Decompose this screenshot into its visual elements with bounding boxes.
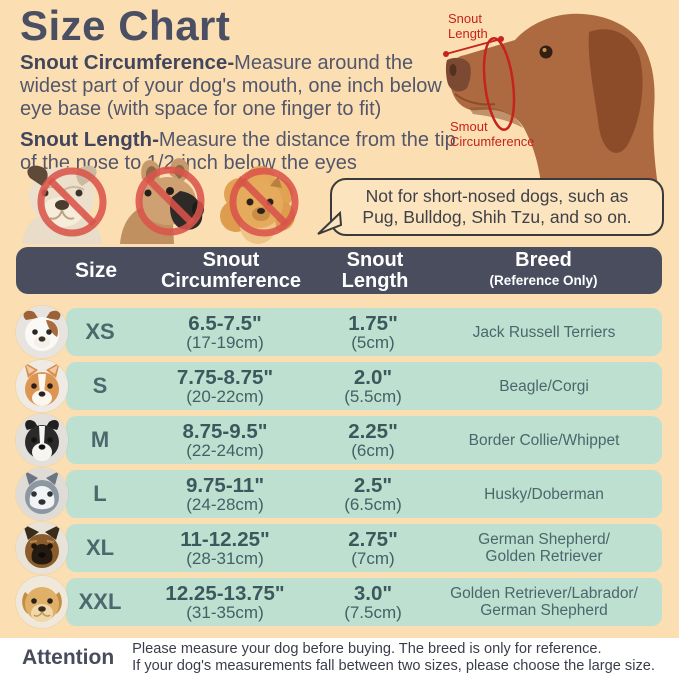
breed-names: German Shepherd/ Golden Retriever (478, 531, 610, 565)
breed-names: Jack Russell Terriers (472, 323, 616, 341)
length-cm: (6cm) (351, 440, 395, 460)
length-inches: 2.75" (348, 527, 398, 551)
table-row-s: S 7.75-8.75" (20-22cm) 2.0" (5.5cm) Beagle… (66, 362, 662, 410)
warning-line2: Pug, Bulldog, Shih Tzu, and so on. (362, 207, 632, 227)
snout-circumference-marker (482, 37, 516, 131)
size-label: M (90, 427, 110, 452)
header-size: Size (74, 258, 118, 282)
intro-block: Size Chart Snout Circumference-Measure a… (20, 2, 458, 175)
warning-bubble: Not for short-nosed dogs, such as Pug, B… (317, 178, 664, 236)
circumference-cm: (31-35cm) (186, 602, 264, 622)
header-snout-circumference: Snout Circumference (160, 248, 302, 292)
prohibited-icon (229, 167, 299, 237)
bubble-tail (317, 210, 342, 235)
circumference-cm: (22-24cm) (186, 440, 264, 460)
header-breed-note: (Reference Only) (489, 273, 598, 288)
size-label: XL (85, 535, 115, 560)
length-inches: 2.0" (353, 365, 393, 389)
breed-names: Border Collie/Whippet (468, 431, 620, 449)
dog-photo-corgi (16, 360, 68, 412)
length-inches: 1.75" (348, 311, 398, 335)
length-cm: (7cm) (351, 548, 395, 568)
circumference-cm: (28-31cm) (186, 548, 264, 568)
snout-length-label: Snout Length (448, 11, 488, 41)
table-header: Size Snout Circumference Snout Length Br… (16, 247, 662, 294)
circumference-inches: 7.75-8.75" (176, 365, 274, 389)
length-cm: (5cm) (351, 332, 395, 352)
instruction-circumference-term: Snout Circumference- (20, 51, 235, 75)
page-title: Size Chart (20, 2, 231, 49)
dog-photo-border-collie (16, 414, 68, 466)
dog-photo-pomeranian (214, 160, 304, 244)
warning-line1: Not for short-nosed dogs, such as (365, 186, 629, 206)
snout-circumference-label: Smout Circumference (450, 119, 535, 149)
instruction-length: Snout Length-Measure the distance from t… (20, 128, 458, 175)
prohibited-icon (135, 166, 205, 236)
header-snout-length: Snout Length (341, 248, 409, 292)
dog-photo-german-shepherd (16, 522, 68, 574)
prohibited-icon (37, 167, 107, 237)
breed-names: Beagle/Corgi (499, 377, 589, 395)
attention-label: Attention (22, 645, 115, 669)
dog-photo-jack-russell-terrier (16, 306, 68, 358)
dog-photo-french-bulldog (112, 157, 212, 244)
size-label: XS (85, 319, 115, 344)
instruction-circumference-text: Measure around the widest part of your d… (20, 52, 442, 121)
attention-text: Please measure your dog before buying. T… (132, 641, 655, 675)
attention-line1: Please measure your dog before buying. T… (132, 640, 602, 657)
instruction-length-term: Snout Length- (20, 128, 159, 152)
snout-length-line (445, 38, 502, 55)
length-cm: (5.5cm) (344, 386, 402, 406)
circumference-inches: 8.75-9.5" (182, 419, 268, 443)
size-label: L (93, 481, 107, 506)
circumference-cm: (20-22cm) (186, 386, 264, 406)
dog-photo-bulldog (12, 160, 112, 244)
length-inches: 2.25" (348, 419, 398, 443)
dog-photo-golden-retriever (16, 576, 68, 628)
attention-line2: If your dog's measurements fall between … (132, 657, 655, 674)
length-cm: (7.5cm) (344, 602, 402, 622)
size-label: S (92, 373, 108, 398)
circumference-inches: 12.25-13.75" (165, 581, 285, 605)
table-row-m: M 8.75-9.5" (22-24cm) 2.25" (6cm) Border C… (66, 416, 662, 464)
table-row-xl: XL 11-12.25" (28-31cm) 2.75" (7cm) German … (66, 524, 662, 572)
dog-ear (588, 29, 643, 153)
breed-names: Golden Retriever/Labrador/ German Shephe… (450, 585, 638, 619)
size-label: XXL (78, 589, 122, 614)
length-inches: 3.0" (353, 581, 393, 605)
header-breed: Breed (Reference Only) (441, 247, 646, 294)
dog-nose (445, 57, 471, 92)
dog-head-illustration (443, 13, 661, 205)
length-inches: 2.5" (353, 473, 393, 497)
circumference-inches: 6.5-7.5" (188, 311, 262, 335)
circumference-inches: 11-12.25" (180, 527, 270, 551)
dog-head-diagram (439, 0, 679, 205)
header-breed-title: Breed (515, 249, 572, 271)
circumference-cm: (17-19cm) (186, 332, 264, 352)
dog-photo-husky (16, 468, 68, 520)
table-row-xxl: XXL 12.25-13.75" (31-35cm) 3.0" (7.5cm) Go… (66, 578, 662, 626)
table-row-l: L 9.75-11" (24-28cm) 2.5" (6.5cm) Husky/Do… (66, 470, 662, 518)
table-row-xs: XS 6.5-7.5" (17-19cm) 1.75" (5cm) Jack Rus… (66, 308, 662, 356)
length-cm: (6.5cm) (344, 494, 402, 514)
breed-names: Husky/Doberman (484, 485, 604, 503)
instruction-length-text: Measure the distance from the tip of the… (20, 129, 456, 175)
dog-eye (539, 45, 553, 59)
circumference-cm: (24-28cm) (186, 494, 264, 514)
instruction-circumference: Snout Circumference-Measure around the w… (20, 51, 458, 121)
attention-bar: Attention Please measure your dog before… (0, 638, 679, 677)
circumference-inches: 9.75-11" (185, 473, 265, 497)
